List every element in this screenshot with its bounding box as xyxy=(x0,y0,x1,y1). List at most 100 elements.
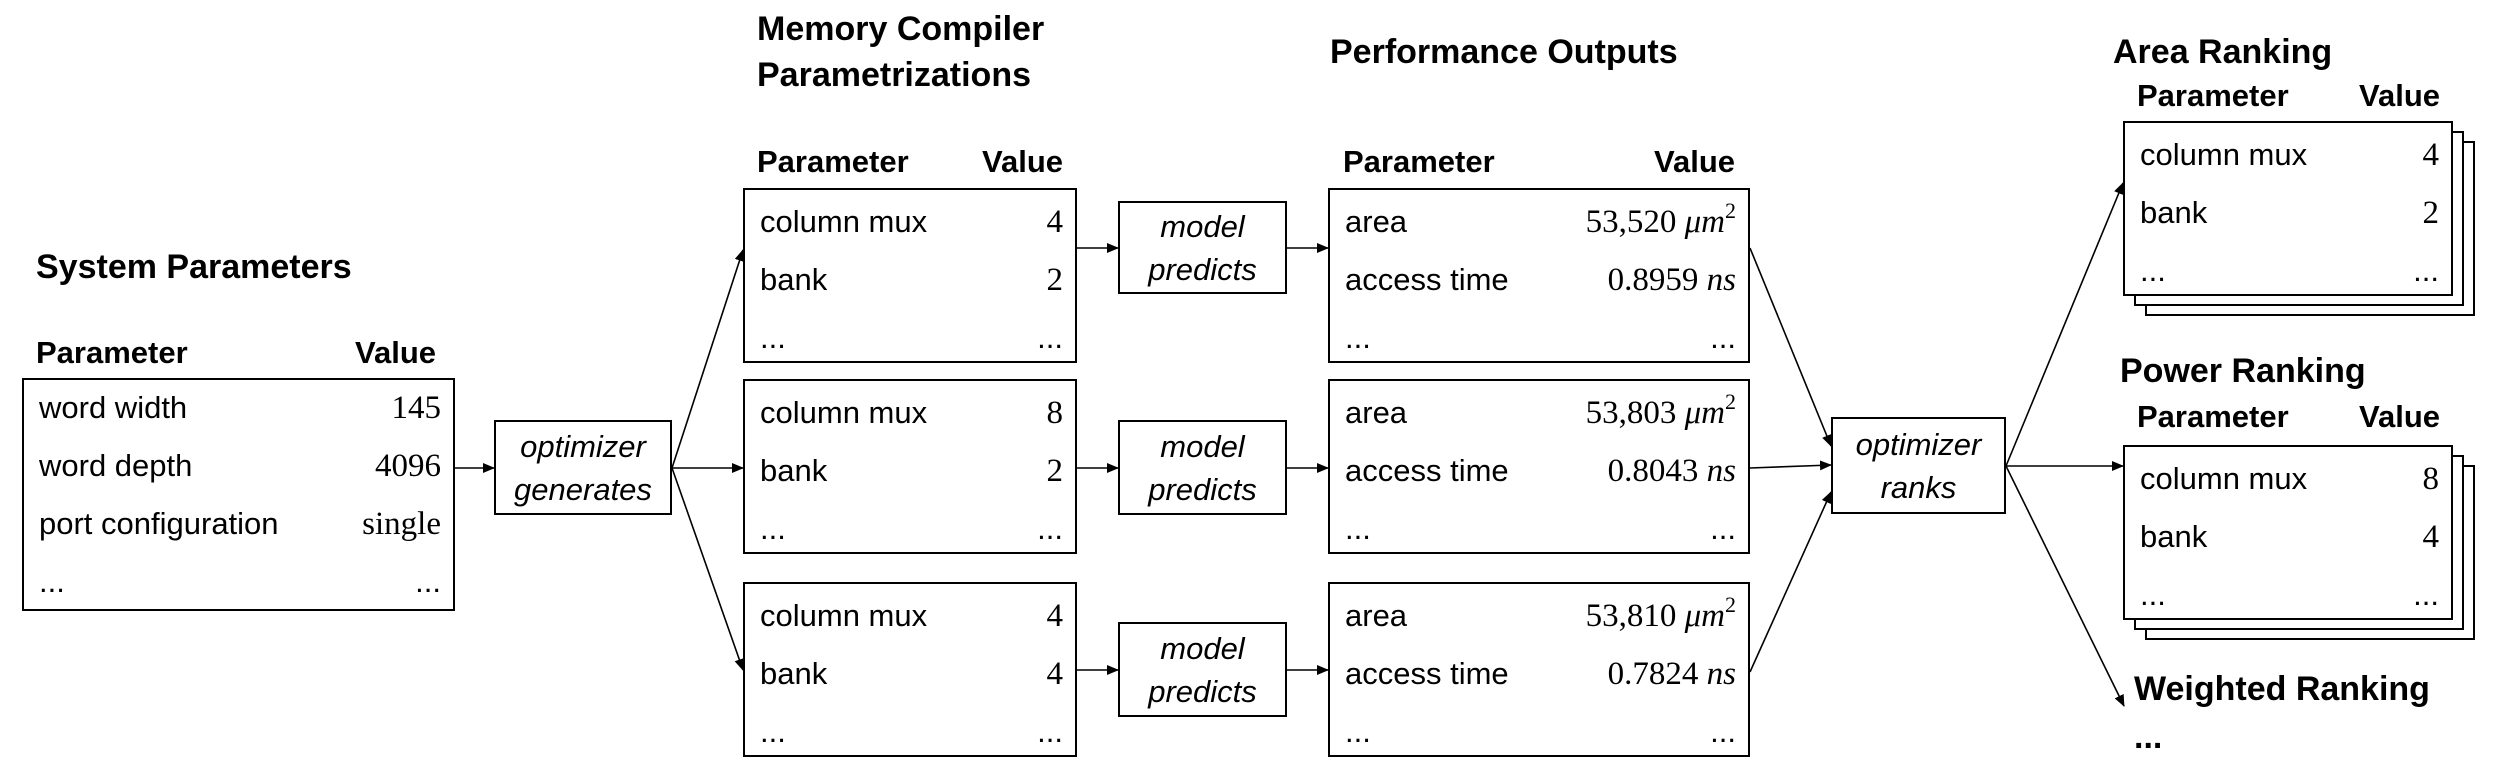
table-row: column mux 8 xyxy=(760,393,1063,433)
area-ranking-title: Area Ranking xyxy=(2113,33,2333,71)
time-unit: ns xyxy=(1706,656,1736,692)
param-name: ... xyxy=(760,320,786,355)
optimizer-generates-step: optimizer generates xyxy=(494,420,672,515)
time-number: 0.8959 xyxy=(1607,262,1699,298)
step-line: model xyxy=(1160,208,1245,244)
table-row: bank 4 xyxy=(760,654,1063,694)
table-row: ... ... xyxy=(760,712,1063,752)
memory-compiler-title-line1: Memory Compiler xyxy=(757,10,1045,48)
table-row: bank 2 xyxy=(2140,193,2439,233)
param-name: area xyxy=(1345,598,1408,633)
area-exponent: 2 xyxy=(1725,389,1736,414)
param-value: ... xyxy=(1710,714,1736,749)
param-name: bank xyxy=(760,453,828,488)
table-row: column mux 8 xyxy=(2140,459,2439,499)
performance-output-table-2: area 53,803 μm2 access time 0.8043 ns ..… xyxy=(1328,379,1750,554)
table-row: ... ... xyxy=(1345,318,1736,358)
area-value-header: Value xyxy=(2359,78,2440,113)
area-exponent: 2 xyxy=(1725,592,1736,617)
param-value: ... xyxy=(2413,577,2439,612)
arrow-rank-to-area xyxy=(2005,182,2124,467)
param-value: 4 xyxy=(2422,137,2440,173)
param-name: access time xyxy=(1345,453,1509,488)
model-predicts-step-3: model predicts xyxy=(1118,622,1287,717)
arrow-generate-to-config-3 xyxy=(671,467,745,671)
step-line: optimizer xyxy=(1855,426,1982,462)
param-value: 2 xyxy=(1046,453,1064,489)
param-value: ... xyxy=(1037,511,1063,546)
table-row: column mux 4 xyxy=(760,202,1063,242)
table-row: word depth 4096 xyxy=(39,446,441,486)
memory-config-table-1: column mux 4 bank 2 ... ... xyxy=(743,188,1077,363)
area-number: 53,803 xyxy=(1585,395,1677,431)
param-value: ... xyxy=(1037,320,1063,355)
area-number: 53,810 xyxy=(1585,598,1677,634)
param-name: access time xyxy=(1345,262,1509,297)
power-ranking-title: Power Ranking xyxy=(2120,352,2366,390)
param-value: 53,810 μm2 xyxy=(1585,594,1736,636)
param-name: ... xyxy=(760,714,786,749)
arrow-output-1-to-rank xyxy=(1749,247,1832,447)
table-row: ... ... xyxy=(39,562,441,602)
param-value: 0.8043 ns xyxy=(1608,451,1736,491)
table-row: bank 2 xyxy=(760,451,1063,491)
performance-param-header: Parameter xyxy=(1343,144,1495,179)
power-value-header: Value xyxy=(2359,399,2440,434)
table-row: column mux 4 xyxy=(2140,135,2439,175)
arrow-output-3-to-rank xyxy=(1749,491,1832,673)
param-name: access time xyxy=(1345,656,1509,691)
param-value: 4 xyxy=(2422,519,2440,555)
system-param-header: Parameter xyxy=(36,335,188,370)
param-name: column mux xyxy=(2140,137,2308,172)
step-line: predicts xyxy=(1148,251,1257,287)
power-param-header: Parameter xyxy=(2137,399,2289,434)
param-name: area xyxy=(1345,204,1408,239)
area-unit: μm xyxy=(1684,598,1725,634)
param-value: 0.7824 ns xyxy=(1608,654,1736,694)
table-row: ... ... xyxy=(2140,575,2439,615)
param-name: ... xyxy=(1345,511,1371,546)
param-value: 4 xyxy=(1046,656,1064,692)
performance-value-header: Value xyxy=(1654,144,1735,179)
param-name: bank xyxy=(760,656,828,691)
system-value-header: Value xyxy=(355,335,436,370)
param-name: column mux xyxy=(760,598,928,633)
step-line: predicts xyxy=(1148,471,1257,507)
param-name: ... xyxy=(2140,577,2166,612)
table-row: area 53,810 μm2 xyxy=(1345,594,1736,636)
table-row: ... ... xyxy=(1345,509,1736,549)
param-value: 0.8959 ns xyxy=(1608,260,1736,300)
step-line: model xyxy=(1160,428,1245,464)
performance-output-table-1: area 53,520 μm2 access time 0.8959 ns ..… xyxy=(1328,188,1750,363)
param-value: ... xyxy=(1710,320,1736,355)
param-name: ... xyxy=(39,564,65,599)
step-line: optimizer xyxy=(520,428,646,464)
arrow-generate-to-config-1 xyxy=(671,249,745,469)
param-value: 4 xyxy=(1046,598,1064,634)
param-name: column mux xyxy=(760,395,928,430)
table-row: ... ... xyxy=(760,318,1063,358)
table-row: bank 2 xyxy=(760,260,1063,300)
param-value: ... xyxy=(2413,253,2439,288)
table-row: access time 0.7824 ns xyxy=(1345,654,1736,694)
time-unit: ns xyxy=(1706,453,1736,489)
area-unit: μm xyxy=(1684,395,1725,431)
time-number: 0.7824 xyxy=(1607,656,1699,692)
memory-config-table-2: column mux 8 bank 2 ... ... xyxy=(743,379,1077,554)
param-name: ... xyxy=(760,511,786,546)
table-row: ... ... xyxy=(1345,712,1736,752)
system-parameters-table: word width 145 word depth 4096 port conf… xyxy=(22,378,455,611)
step-line: predicts xyxy=(1148,673,1257,709)
param-value: ... xyxy=(1710,511,1736,546)
area-number: 53,520 xyxy=(1585,204,1677,240)
model-predicts-step-2: model predicts xyxy=(1118,420,1287,515)
performance-outputs-title: Performance Outputs xyxy=(1330,33,1678,71)
param-name: column mux xyxy=(760,204,928,239)
performance-output-table-3: area 53,810 μm2 access time 0.7824 ns ..… xyxy=(1328,582,1750,757)
param-name: port configuration xyxy=(39,506,279,541)
param-name: area xyxy=(1345,395,1408,430)
param-value: ... xyxy=(415,564,441,599)
param-value: 2 xyxy=(2422,195,2440,231)
